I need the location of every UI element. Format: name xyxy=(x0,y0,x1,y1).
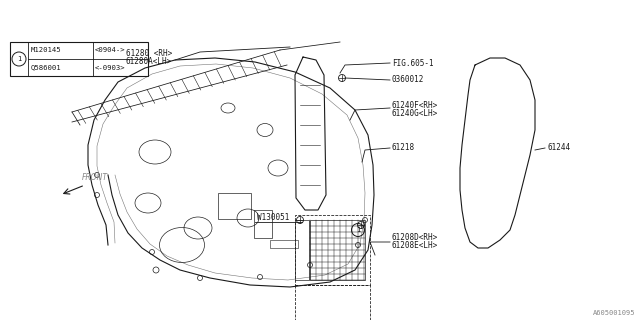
Bar xyxy=(310,220,365,280)
Text: <0904->: <0904-> xyxy=(95,47,125,53)
Text: 1: 1 xyxy=(356,227,360,233)
Text: A605001095: A605001095 xyxy=(593,310,635,316)
Text: <-0903>: <-0903> xyxy=(95,65,125,70)
Text: FRONT: FRONT xyxy=(82,173,108,182)
Text: 0360012: 0360012 xyxy=(392,76,424,84)
Text: 61218: 61218 xyxy=(392,143,415,153)
Text: W130051: W130051 xyxy=(257,213,289,222)
Text: 61208E<LH>: 61208E<LH> xyxy=(392,242,438,251)
Text: 61244: 61244 xyxy=(547,143,570,153)
Text: 61208D<RH>: 61208D<RH> xyxy=(392,234,438,243)
Text: 1: 1 xyxy=(17,56,21,62)
Text: M120145: M120145 xyxy=(31,47,61,53)
Text: 61240G<LH>: 61240G<LH> xyxy=(392,108,438,117)
Bar xyxy=(295,285,370,320)
Text: 61240F<RH>: 61240F<RH> xyxy=(392,100,438,109)
Bar xyxy=(295,215,370,285)
Bar xyxy=(218,193,251,219)
Bar xyxy=(10,42,148,76)
Text: Q586001: Q586001 xyxy=(31,65,61,70)
Bar xyxy=(295,220,309,280)
Text: 61280A<LH>: 61280A<LH> xyxy=(125,57,172,66)
Text: FIG.605-1: FIG.605-1 xyxy=(392,59,434,68)
Bar xyxy=(254,210,272,238)
Bar xyxy=(270,240,298,248)
Text: 61280 <RH>: 61280 <RH> xyxy=(125,49,172,58)
